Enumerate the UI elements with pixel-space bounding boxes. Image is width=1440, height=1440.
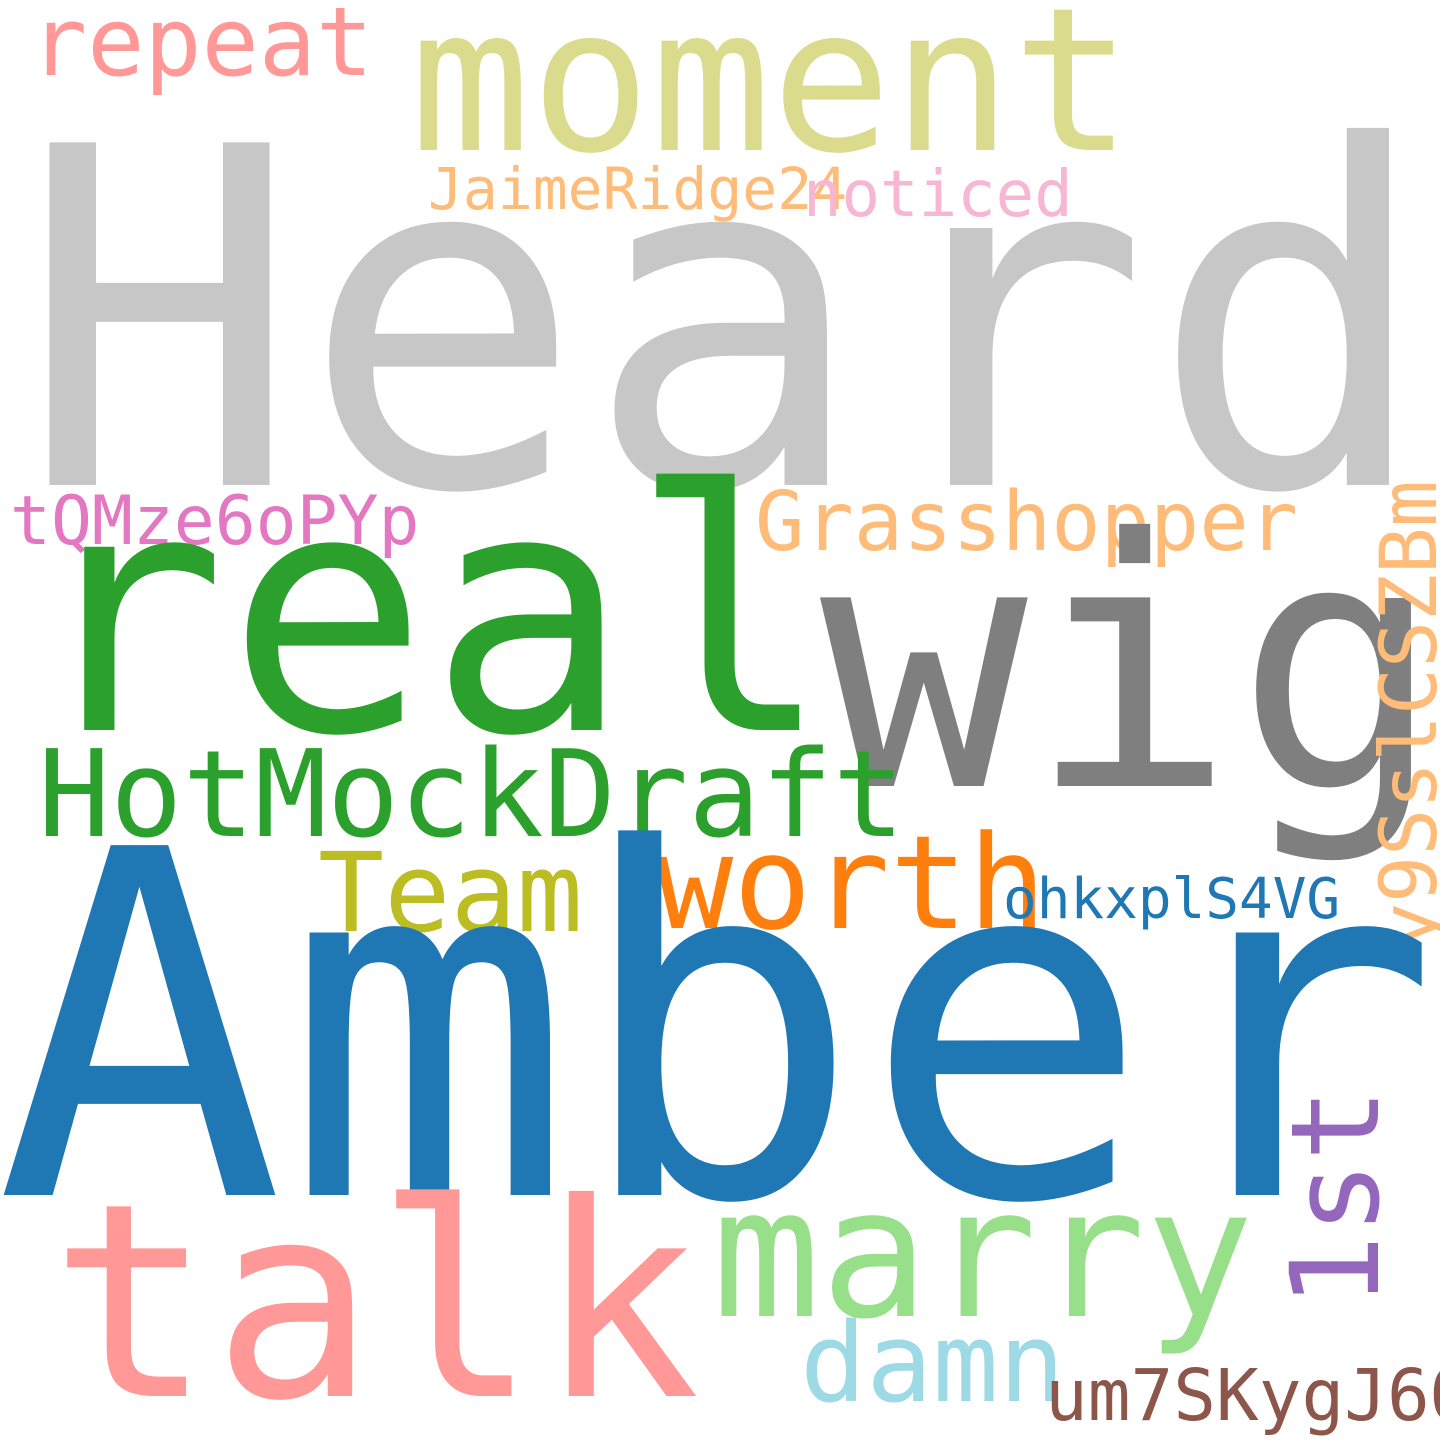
word-um7skygj6q: um7SKygJ6Q [1045, 1360, 1440, 1431]
word-repeat: repeat [30, 0, 373, 91]
word-noticed: noticed [803, 163, 1073, 227]
word-damn: damn [800, 1308, 1065, 1418]
word-jaimeridge24: JaimeRidge24 [428, 160, 847, 218]
word-talk: talk [50, 1168, 700, 1438]
word-1st: 1st [1275, 1088, 1397, 1308]
